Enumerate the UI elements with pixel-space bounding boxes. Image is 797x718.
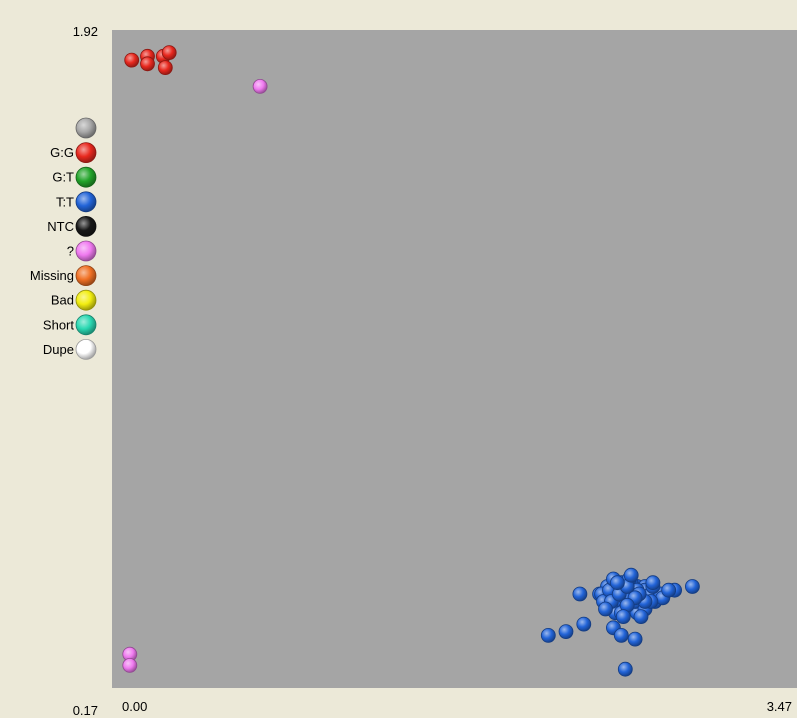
- point-tt[interactable]: [540, 628, 556, 643]
- legend-marker-unknown[interactable]: [75, 240, 97, 262]
- point-tt[interactable]: [661, 582, 677, 598]
- point-gg[interactable]: [140, 56, 155, 72]
- legend-marker-tt[interactable]: [75, 191, 97, 213]
- legend-label: Missing: [30, 268, 74, 283]
- point-tt[interactable]: [685, 579, 700, 594]
- point-tt[interactable]: [627, 631, 643, 647]
- legend-label: Dupe: [43, 342, 74, 357]
- y-tick-bottom: 0.17: [73, 703, 98, 718]
- legend-label: G:T: [52, 170, 74, 185]
- legend-marker-bad[interactable]: [75, 289, 97, 311]
- legend-marker-blank[interactable]: [75, 117, 97, 139]
- legend-label: ?: [67, 244, 74, 259]
- point-tt[interactable]: [558, 624, 574, 639]
- point-tt[interactable]: [572, 586, 588, 602]
- legend-label: Short: [43, 317, 74, 332]
- point-tt[interactable]: [598, 601, 613, 617]
- point-tt[interactable]: [613, 628, 629, 643]
- legend-marker-dupe[interactable]: [75, 338, 97, 360]
- legend-label: Bad: [51, 293, 74, 308]
- plot-area: [112, 30, 797, 688]
- data-points: [122, 45, 700, 677]
- legend-marker-gt[interactable]: [75, 166, 97, 188]
- legend-label: NTC: [47, 219, 74, 234]
- point-tt[interactable]: [576, 616, 592, 632]
- point-tt[interactable]: [645, 575, 661, 591]
- x-tick-left: 0.00: [122, 699, 147, 714]
- y-tick-top: 1.92: [73, 24, 98, 39]
- legend-label: T:T: [56, 194, 74, 209]
- point-tt[interactable]: [623, 567, 639, 583]
- point-tt[interactable]: [633, 609, 649, 624]
- legend-label: G:G: [50, 145, 74, 160]
- point-tt[interactable]: [617, 661, 633, 677]
- point-tt[interactable]: [615, 609, 631, 624]
- legend-marker-short[interactable]: [75, 314, 97, 336]
- legend-marker-missing[interactable]: [75, 265, 97, 287]
- point-unknown[interactable]: [252, 79, 268, 94]
- point-unknown[interactable]: [122, 658, 138, 673]
- legend-marker-ntc[interactable]: [75, 215, 97, 237]
- legend-marker-gg[interactable]: [75, 142, 97, 164]
- point-gg[interactable]: [157, 60, 173, 75]
- x-tick-right: 3.47: [767, 699, 792, 714]
- point-tt[interactable]: [610, 575, 625, 591]
- legend: G:G G:T T:T NTC? Missing Bad Short Dupe: [30, 117, 97, 360]
- point-gg[interactable]: [161, 45, 177, 60]
- point-gg[interactable]: [124, 52, 140, 68]
